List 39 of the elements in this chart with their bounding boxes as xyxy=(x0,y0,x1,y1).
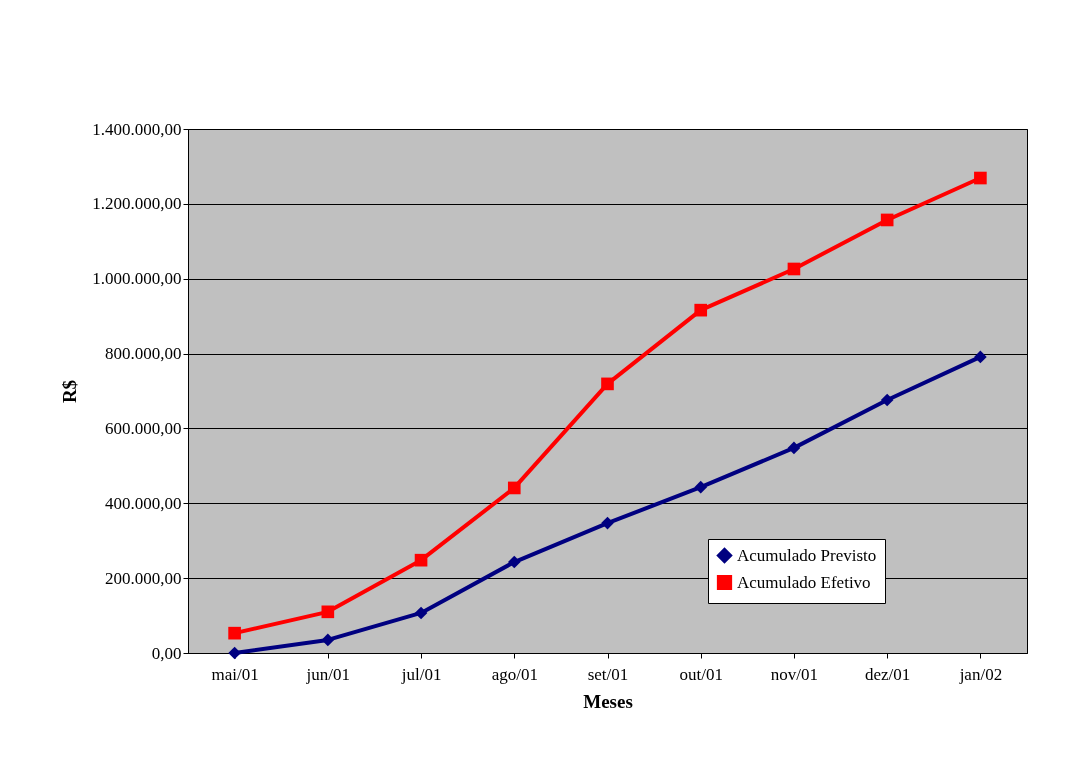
point xyxy=(694,480,708,494)
x-tick-label: jun/01 xyxy=(305,664,351,684)
point xyxy=(974,171,987,185)
point xyxy=(880,213,894,227)
legend-label: Acumulado Previsto xyxy=(737,545,877,565)
x-tick-label: out/01 xyxy=(679,664,723,684)
point xyxy=(787,441,801,455)
y-tick-label: 0,00 xyxy=(151,643,182,663)
x-tick-label: set/01 xyxy=(587,664,629,684)
y-tick-label: 800.000,00 xyxy=(105,344,182,364)
y-tick-label: 1.000.000,00 xyxy=(92,269,182,289)
point xyxy=(321,633,335,647)
y-tick-label: 1.200.000,00 xyxy=(92,194,182,214)
point xyxy=(228,626,241,640)
x-tick-label: dez/01 xyxy=(865,664,911,684)
legend-label: Acumulado Efetivo xyxy=(737,572,871,592)
point xyxy=(694,303,708,317)
y-axis-title: R$ xyxy=(59,379,81,404)
y-tick-label: 200.000,00 xyxy=(105,568,182,588)
point xyxy=(787,262,801,276)
x-tick-label: jan/02 xyxy=(958,664,1003,684)
point xyxy=(601,516,614,530)
point xyxy=(414,553,428,567)
x-tick-label: jul/01 xyxy=(400,664,442,684)
point xyxy=(228,646,241,660)
x-axis-title: Meses xyxy=(583,690,633,712)
point xyxy=(880,393,894,407)
point xyxy=(414,606,428,620)
x-tick-label: nov/01 xyxy=(770,664,819,684)
y-tick-label: 600.000,00 xyxy=(105,418,182,438)
y-tick-label: 400.000,00 xyxy=(105,493,182,513)
point xyxy=(507,481,521,495)
x-tick-label: ago/01 xyxy=(491,664,538,684)
y-tick-label: 1.400.000,00 xyxy=(92,119,182,139)
point xyxy=(321,605,335,619)
x-tick-label: mai/01 xyxy=(211,664,259,684)
point xyxy=(974,350,987,364)
point xyxy=(507,555,521,569)
point xyxy=(601,377,614,391)
